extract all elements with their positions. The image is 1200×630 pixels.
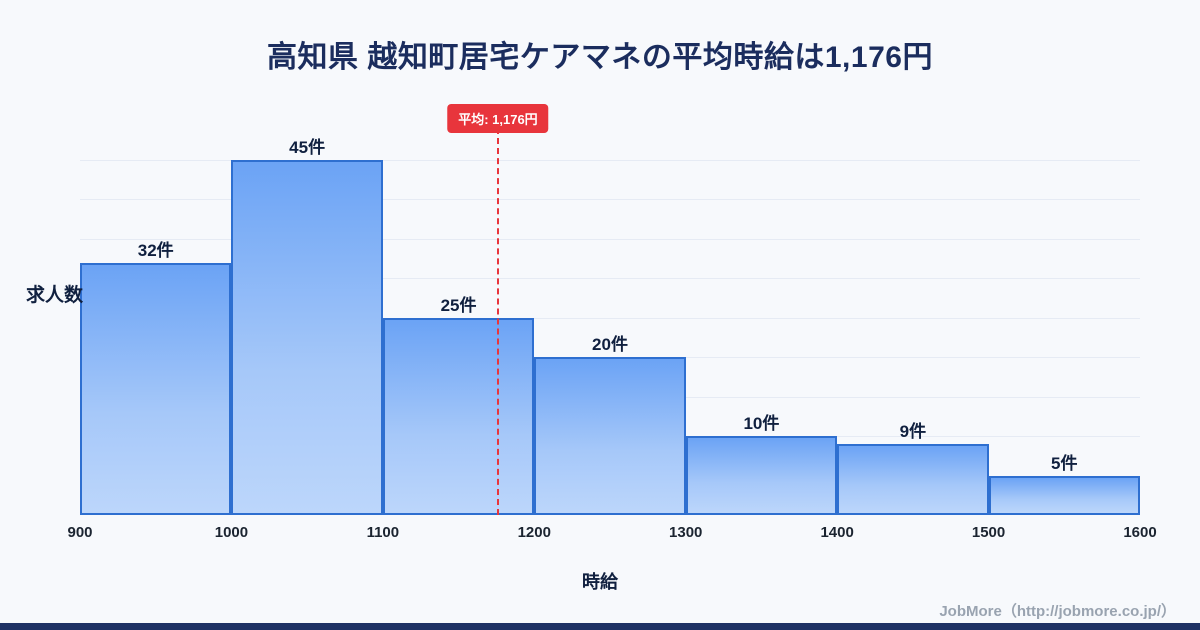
x-tick-label: 1500 <box>971 524 1006 541</box>
bar-value-label: 25件 <box>440 295 477 315</box>
x-tick-label: 1000 <box>214 524 249 541</box>
x-tick-label: 1400 <box>820 524 854 541</box>
histogram-bar <box>534 357 686 515</box>
bar-value-label: 10件 <box>743 414 780 434</box>
x-tick-label: 1200 <box>517 524 551 541</box>
bar-value-label: 32件 <box>137 240 174 260</box>
gridline <box>80 238 1140 240</box>
histogram-bar <box>80 262 232 515</box>
histogram-bar <box>382 317 535 515</box>
bar-value-label: 45件 <box>289 138 326 157</box>
histogram-bar <box>685 436 838 515</box>
x-tick-label: 1300 <box>669 524 703 541</box>
footer-credit: JobMore（http://jobmore.co.jp/） <box>939 603 1176 620</box>
histogram-bar <box>988 475 1140 515</box>
histogram-bar <box>231 160 383 515</box>
chart-title: 高知県 越知町居宅ケアマネの平均時給は1,176円 <box>267 41 933 74</box>
gridline <box>80 199 1140 201</box>
x-axis-label: 時給 <box>582 572 618 592</box>
bar-value-label: 9件 <box>899 422 927 441</box>
histogram-bar <box>837 444 989 515</box>
bar-value-label: 20件 <box>592 335 628 355</box>
gridline <box>80 278 1140 280</box>
bottom-accent-bar <box>0 623 1200 630</box>
gridline <box>80 160 1140 161</box>
bar-value-label: 5件 <box>1051 453 1078 473</box>
x-tick-label: 1100 <box>366 524 400 541</box>
mean-badge: 平均: 1,176円 <box>447 104 549 133</box>
x-tick-label: 900 <box>67 524 93 541</box>
x-tick-label: 1600 <box>1123 524 1157 541</box>
y-axis-label: 求人数 <box>26 285 84 306</box>
gridline <box>80 317 1140 319</box>
mean-line <box>496 128 499 515</box>
